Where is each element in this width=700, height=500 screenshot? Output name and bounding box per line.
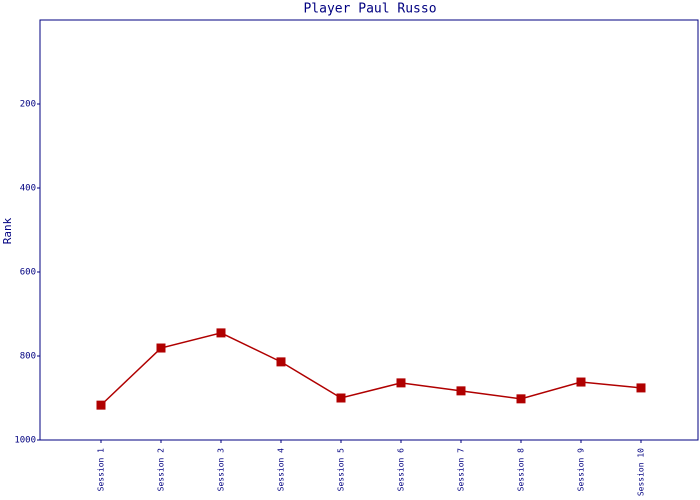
x-tick-label: Session 6 [397,448,406,492]
x-tick-label: Session 5 [337,448,346,492]
marker [276,357,286,367]
x-tick-label: Session 8 [517,448,526,492]
marker [636,383,646,393]
y-tick-label: 800 [20,352,36,362]
marker [156,343,166,353]
marker [96,400,106,410]
marker [336,393,346,403]
marker [216,328,226,338]
marker [576,377,586,387]
plot-frame [39,19,699,441]
chart-title: Player Paul Russo [303,2,436,17]
y-tick-label: 200 [20,100,36,110]
y-tick-label: 600 [20,268,36,278]
x-tick-label: Session 10 [637,448,646,496]
x-tick-label: Session 4 [277,448,286,492]
y-axis-title: Rank [1,217,14,244]
x-tick-label: Session 3 [217,448,226,492]
marker [516,394,526,404]
y-tick-label: 400 [20,184,36,194]
marker [396,378,406,388]
x-tick-label: Session 1 [97,448,106,492]
line [100,332,642,406]
x-tick-label: Session 7 [457,448,466,492]
x-tick-label: Session 2 [157,448,166,492]
x-tick-label: Session 9 [577,448,586,492]
marker [456,386,466,396]
y-tick-label: 1000 [14,436,36,446]
